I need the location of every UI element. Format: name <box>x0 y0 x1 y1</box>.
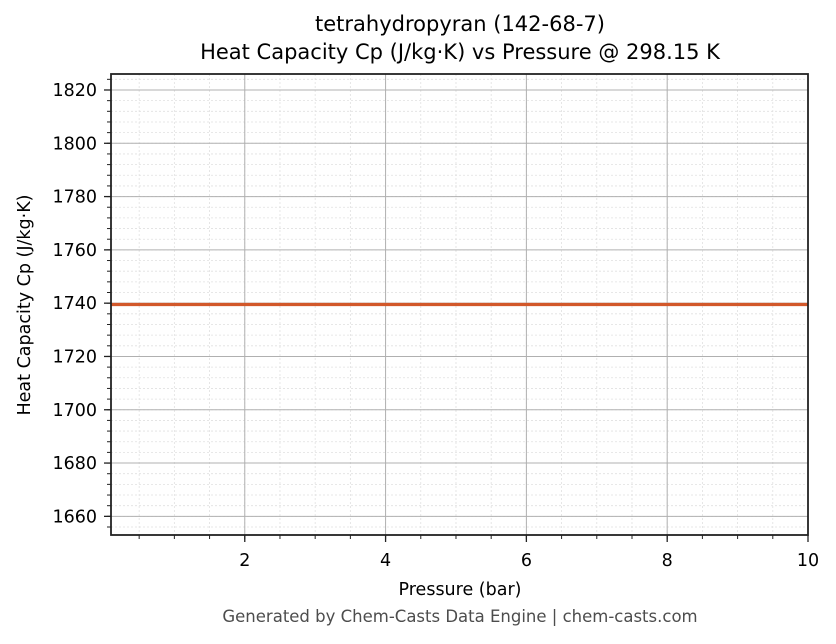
svg-text:1700: 1700 <box>52 401 97 421</box>
svg-text:2: 2 <box>239 551 250 571</box>
x-axis-label: Pressure (bar) <box>399 580 522 600</box>
svg-text:1780: 1780 <box>52 188 97 208</box>
svg-text:1680: 1680 <box>52 454 97 474</box>
y-axis-label: Heat Capacity Cp (J/kg·K) <box>15 195 35 416</box>
svg-text:1800: 1800 <box>52 134 97 154</box>
axes-frame <box>110 73 809 536</box>
svg-text:8: 8 <box>662 551 673 571</box>
axis-ticks: 2 4 6 8 10 1660 1680 1700 1720 1740 1760 1780 1800 18… <box>52 78 819 571</box>
svg-text:4: 4 <box>380 551 391 571</box>
svg-text:1720: 1720 <box>52 347 97 367</box>
svg-text:1820: 1820 <box>52 81 97 101</box>
svg-text:1740: 1740 <box>52 294 97 314</box>
svg-text:6: 6 <box>521 551 532 571</box>
footer-credit: Generated by Chem-Casts Data Engine | ch… <box>222 607 698 626</box>
svg-text:1660: 1660 <box>52 507 97 527</box>
chart-title-line2: Heat Capacity Cp (J/kg·K) vs Pressure @ … <box>200 40 720 64</box>
svg-text:10: 10 <box>797 551 819 571</box>
chart-title-line1: tetrahydropyran (142-68-7) <box>315 12 605 36</box>
svg-text:1760: 1760 <box>52 241 97 261</box>
